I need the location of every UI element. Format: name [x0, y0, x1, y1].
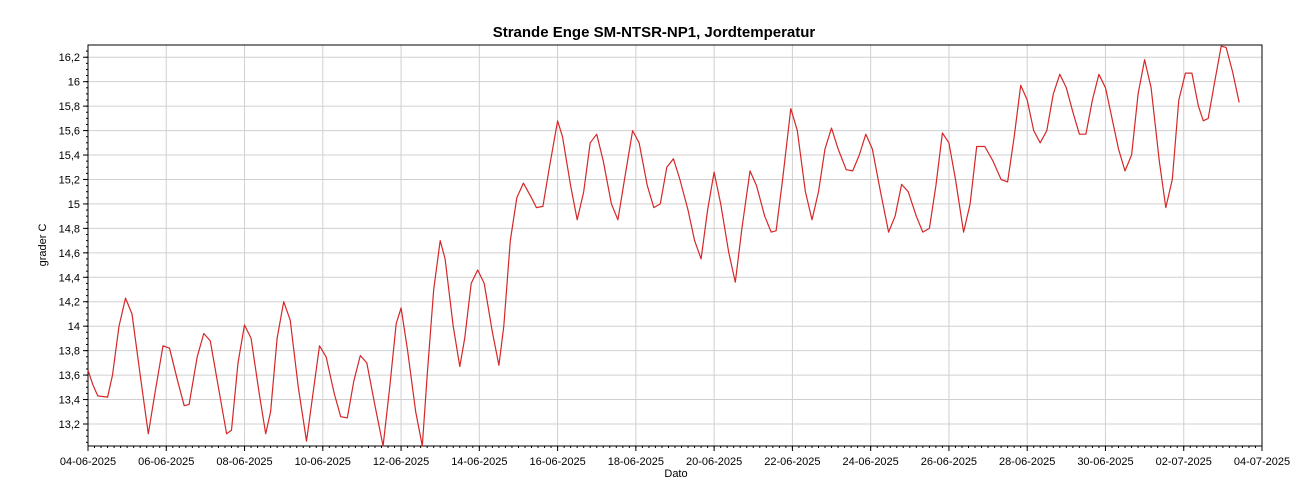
- plot-frame: [87, 44, 1263, 447]
- x-tick-label: 08-06-2025: [216, 456, 272, 468]
- x-tick-label: 28-06-2025: [999, 456, 1055, 468]
- x-tick-label: 20-06-2025: [686, 456, 742, 468]
- y-tick-label: 13,8: [59, 346, 80, 358]
- y-tick-label: 16,2: [59, 52, 80, 64]
- y-tick-label: 16: [68, 77, 80, 89]
- y-axis: 13,2 13,4 13,6 13,8 14 14,2 14,4 14,6 14,8 15 15,2…: [59, 50, 88, 443]
- x-axis: 04-06-2025 06-06-2025 08-06-2025 10-06-2025…: [60, 446, 1290, 468]
- x-tick-label: 30-06-2025: [1077, 456, 1133, 468]
- x-tick-label: 14-06-2025: [451, 456, 507, 468]
- x-tick-label: 26-06-2025: [921, 456, 977, 468]
- x-tick-label: 24-06-2025: [843, 456, 899, 468]
- y-tick-label: 13,6: [59, 370, 80, 382]
- x-tick-label: 22-06-2025: [764, 456, 820, 468]
- y-tick-label: 13,4: [59, 395, 80, 407]
- y-tick-label: 15: [68, 199, 80, 211]
- x-tick-label: 04-07-2025: [1234, 456, 1290, 468]
- series-line-0: [87, 45, 1240, 447]
- y-tick-label: 14,4: [59, 272, 80, 284]
- y-tick-label: 13,2: [59, 419, 80, 431]
- x-tick-label: 12-06-2025: [373, 456, 429, 468]
- y-tick-label: 15,6: [59, 126, 80, 138]
- chart-title: Strande Enge SM-NTSR-NP1, Jordtemperatur: [493, 24, 816, 41]
- x-tick-label: 16-06-2025: [529, 456, 585, 468]
- x-tick-label: 02-07-2025: [1156, 456, 1212, 468]
- y-tick-label: 14,6: [59, 248, 80, 260]
- x-tick-label: 04-06-2025: [60, 456, 116, 468]
- y-tick-label: 15,8: [59, 101, 80, 113]
- x-tick-label: 18-06-2025: [608, 456, 664, 468]
- y-tick-label: 14: [68, 321, 80, 333]
- y-tick-label: 15,4: [59, 150, 80, 162]
- y-tick-label: 14,8: [59, 223, 80, 235]
- x-axis-label: Dato: [664, 468, 687, 480]
- x-tick-label: 10-06-2025: [295, 456, 351, 468]
- y-tick-label: 15,2: [59, 174, 80, 186]
- x-tick-label: 06-06-2025: [138, 456, 194, 468]
- y-tick-label: 14,2: [59, 297, 80, 309]
- grid: [87, 45, 1263, 446]
- series-layer: [87, 45, 1240, 447]
- y-axis-label: grader C: [37, 224, 49, 267]
